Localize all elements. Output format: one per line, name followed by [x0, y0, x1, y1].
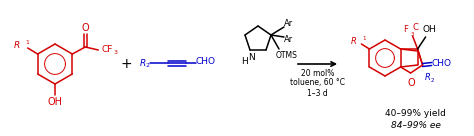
Text: R: R — [140, 58, 146, 67]
Text: toluene, 60 °C: toluene, 60 °C — [290, 78, 345, 87]
Text: 1–3 d: 1–3 d — [307, 89, 328, 98]
Text: Ar: Ar — [284, 35, 293, 44]
Text: 1: 1 — [363, 36, 366, 41]
Text: 20 mol%: 20 mol% — [301, 69, 334, 78]
Text: 3: 3 — [114, 50, 118, 55]
Text: +: + — [120, 57, 132, 71]
Text: H: H — [242, 58, 248, 67]
Text: 2: 2 — [146, 63, 150, 68]
Text: CHO: CHO — [196, 58, 216, 67]
Text: CHO: CHO — [432, 58, 452, 67]
Text: N: N — [249, 52, 255, 61]
Text: R: R — [425, 72, 430, 81]
Text: OH: OH — [47, 97, 63, 107]
Text: CF: CF — [101, 44, 113, 53]
Text: R: R — [351, 38, 356, 47]
Text: O: O — [408, 78, 415, 88]
Text: OH: OH — [423, 26, 437, 35]
Text: 2: 2 — [430, 78, 434, 83]
Text: Ar: Ar — [284, 18, 293, 27]
Text: C: C — [413, 24, 419, 33]
Text: 3: 3 — [410, 32, 414, 37]
Text: 40–99% yield: 40–99% yield — [385, 109, 446, 118]
Text: 84–99% ee: 84–99% ee — [391, 120, 440, 129]
Text: 1: 1 — [26, 41, 29, 46]
Text: R: R — [13, 41, 20, 50]
Text: F: F — [403, 24, 408, 33]
Text: O: O — [82, 23, 89, 33]
Text: OTMS: OTMS — [276, 50, 298, 60]
